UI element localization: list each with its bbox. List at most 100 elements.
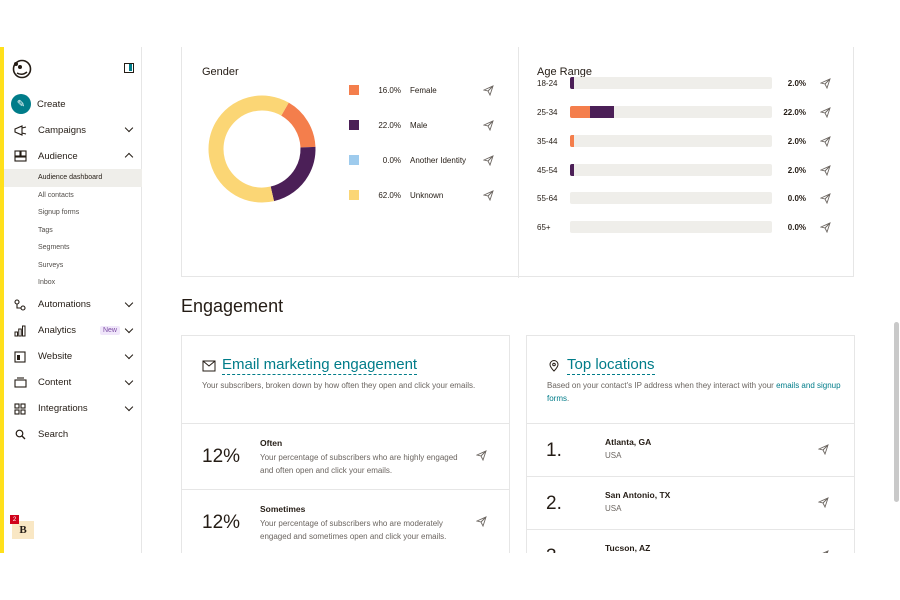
send-icon[interactable] xyxy=(818,550,829,553)
sidebar-subitem-tags[interactable]: Tags xyxy=(38,226,53,234)
collapse-sidebar-icon[interactable] xyxy=(124,63,134,73)
donut-segment-female xyxy=(208,95,316,203)
sidebar-subitem-surveys[interactable]: Surveys xyxy=(38,261,64,269)
email-engagement-card: Email marketing engagement Your subscrib… xyxy=(181,335,510,553)
sidebar: ✎ Create Campaigns Audience Audience das… xyxy=(4,47,142,553)
sidebar-subitem-signup-forms[interactable]: Signup forms xyxy=(38,209,80,217)
age-bar-female xyxy=(570,135,575,147)
account-avatar-button[interactable]: B 2 xyxy=(10,515,34,539)
age-bar-male xyxy=(590,106,615,118)
gender-label: Female xyxy=(410,85,437,95)
send-icon[interactable] xyxy=(483,154,494,166)
sidebar-item-label: Audience xyxy=(38,150,78,162)
mailchimp-logo-icon[interactable] xyxy=(12,59,32,79)
location-city: Atlanta, GA xyxy=(605,437,652,447)
sidebar-item-analytics[interactable]: Analytics New xyxy=(4,318,142,344)
age-pct: 22.0% xyxy=(783,107,806,117)
sidebar-subitem-inbox[interactable]: Inbox xyxy=(38,279,56,287)
engagement-row-often: 12% Often Your percentage of subscribers… xyxy=(182,424,509,490)
sidebar-item-automations[interactable]: Automations xyxy=(4,292,142,318)
send-icon[interactable] xyxy=(820,192,831,204)
sidebar-item-audience[interactable]: Audience xyxy=(4,143,142,169)
gender-pct: 0.0% xyxy=(382,155,401,165)
age-range-label: 55-64 xyxy=(537,193,558,203)
send-icon[interactable] xyxy=(820,135,831,147)
engagement-name: Often xyxy=(260,438,283,448)
age-pct: 2.0% xyxy=(787,165,806,175)
male-swatch xyxy=(349,120,359,130)
gender-row-unknown: 62.0% Unknown xyxy=(349,188,494,202)
page-scrollbar[interactable] xyxy=(894,322,899,502)
sidebar-item-search[interactable]: Search xyxy=(4,422,142,448)
location-country: USA xyxy=(605,504,622,513)
sidebar-item-website[interactable]: Website xyxy=(4,344,142,370)
demographics-card: Gender 16.0% Female 22.0% Male 0.0% Anot… xyxy=(181,47,854,278)
age-bar-track xyxy=(570,77,772,89)
location-country: USA xyxy=(605,451,622,460)
gender-row-male: 22.0% Male xyxy=(349,118,494,132)
location-pin-icon xyxy=(549,360,559,372)
send-icon[interactable] xyxy=(483,119,494,131)
location-row: 2. San Antonio, TX USA xyxy=(527,477,854,530)
location-rank: 1. xyxy=(546,440,562,461)
sidebar-item-label: Create xyxy=(37,98,66,110)
send-icon[interactable] xyxy=(820,77,831,89)
card-description-end: . xyxy=(567,394,570,403)
emails-signup-forms-link[interactable]: emails and signup forms xyxy=(547,381,841,403)
location-city: San Antonio, TX xyxy=(605,490,671,500)
age-bar-male xyxy=(570,164,575,176)
content-icon xyxy=(13,376,27,390)
gender-label: Unknown xyxy=(410,190,444,200)
chevron-down-icon xyxy=(124,350,134,359)
gender-donut-chart xyxy=(208,95,316,203)
chevron-down-icon xyxy=(124,402,134,411)
engagement-pct: 12% xyxy=(202,512,241,533)
integrations-icon xyxy=(13,402,27,416)
new-badge: New xyxy=(99,325,120,335)
location-row: 3. Tucson, AZ xyxy=(527,530,854,553)
card-header: Email marketing engagement Your subscrib… xyxy=(182,336,509,424)
email-engagement-title-link[interactable]: Email marketing engagement xyxy=(222,356,418,375)
gender-label: Male xyxy=(410,120,428,130)
send-icon[interactable] xyxy=(820,164,831,176)
send-icon[interactable] xyxy=(818,444,829,455)
send-icon[interactable] xyxy=(818,497,829,508)
another-identity-swatch xyxy=(349,155,359,165)
send-icon[interactable] xyxy=(820,221,831,233)
engagement-name: Sometimes xyxy=(260,504,306,514)
gender-pct: 62.0% xyxy=(378,190,401,200)
sidebar-item-create[interactable]: ✎ Create xyxy=(4,91,142,117)
engagement-desc: Your percentage of subscribers who are h… xyxy=(260,453,458,475)
sidebar-subitem-all-contacts[interactable]: All contacts xyxy=(38,191,74,199)
sidebar-item-label: Campaigns xyxy=(38,124,87,136)
engagement-desc: Your percentage of subscribers who are m… xyxy=(260,519,447,541)
send-icon[interactable] xyxy=(476,450,487,461)
age-range-title: Age Range xyxy=(537,66,593,78)
top-locations-title-link[interactable]: Top locations xyxy=(567,356,655,375)
audience-icon xyxy=(13,149,27,163)
chevron-down-icon xyxy=(124,324,134,333)
age-range-label: 18-24 xyxy=(537,78,558,88)
automations-icon xyxy=(13,298,27,312)
engagement-pct: 12% xyxy=(202,446,241,467)
send-icon[interactable] xyxy=(476,516,487,527)
sidebar-item-content[interactable]: Content xyxy=(4,370,142,396)
send-icon[interactable] xyxy=(483,84,494,96)
send-icon[interactable] xyxy=(483,189,494,201)
sidebar-subitem-segments[interactable]: Segments xyxy=(38,244,70,252)
card-description: Based on your contact's IP address when … xyxy=(547,379,842,405)
sidebar-item-label: Search xyxy=(38,429,69,440)
send-icon[interactable] xyxy=(820,106,831,118)
sidebar-subitem-audience-dashboard[interactable]: Audience dashboard xyxy=(4,169,142,187)
sidebar-item-integrations[interactable]: Integrations xyxy=(4,396,142,422)
age-row: 65+ 0.0% xyxy=(537,220,837,234)
age-range-label: 45-54 xyxy=(537,165,558,175)
age-bar-track xyxy=(570,106,772,118)
location-rank: 2. xyxy=(546,493,562,514)
sidebar-item-campaigns[interactable]: Campaigns xyxy=(4,117,142,143)
avatar: B xyxy=(12,521,34,539)
age-row: 25-34 22.0% xyxy=(537,105,837,119)
card-header: Top locations Based on your contact's IP… xyxy=(527,336,854,424)
location-rank: 3. xyxy=(546,546,562,553)
age-range-label: 25-34 xyxy=(537,107,558,117)
